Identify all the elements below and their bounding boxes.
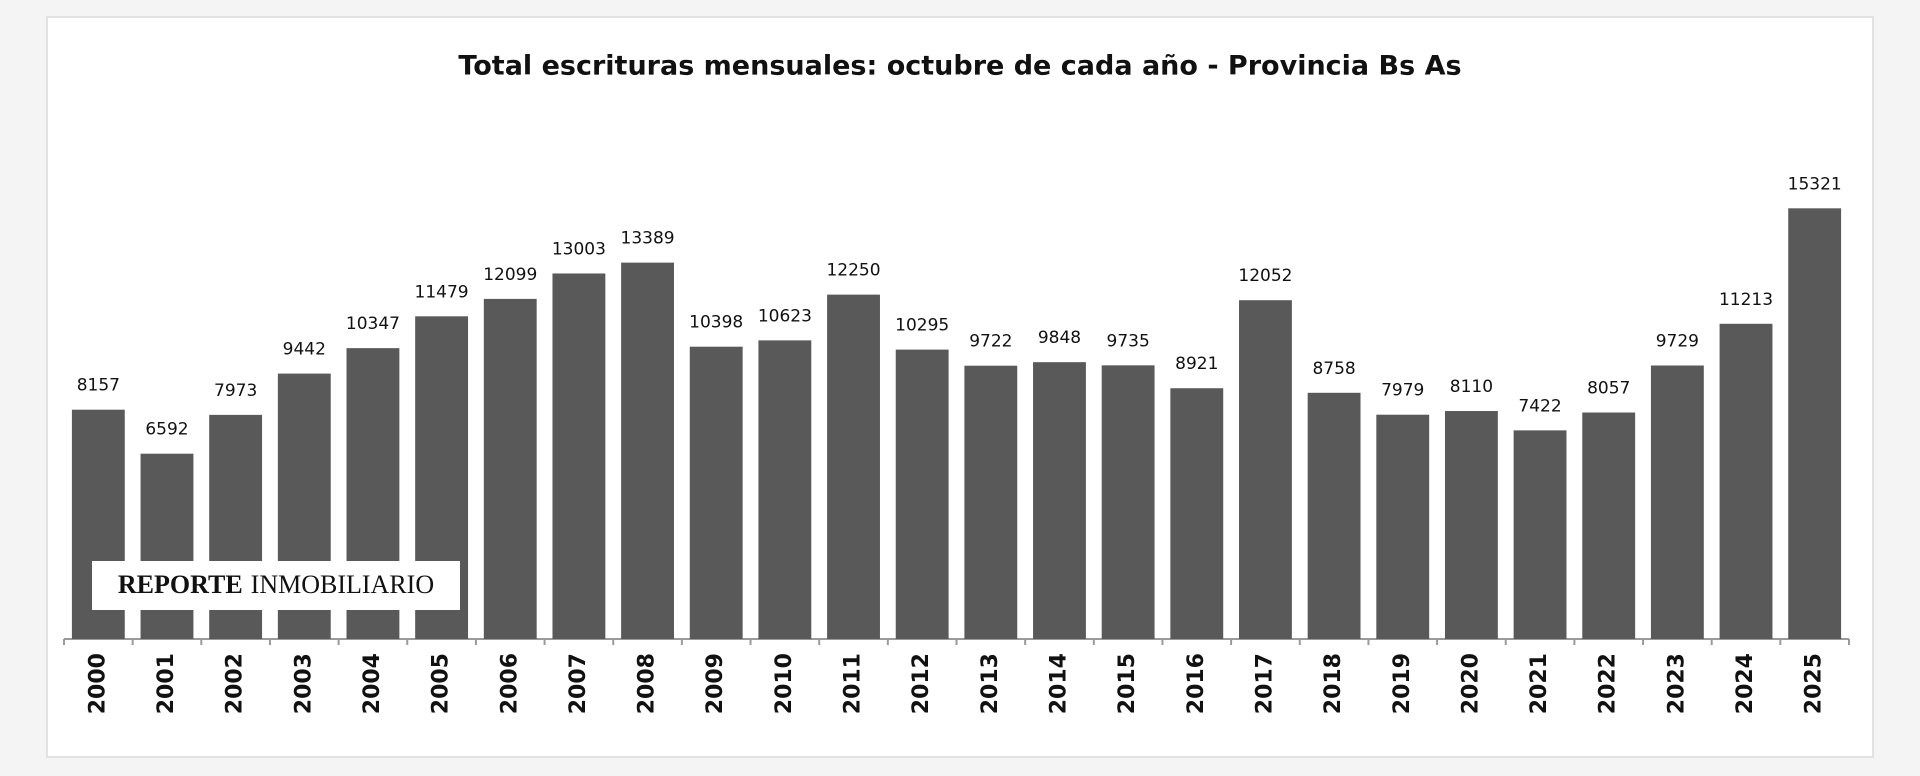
value-label: 7979 xyxy=(1381,381,1424,401)
bar xyxy=(1444,411,1498,639)
value-label: 8110 xyxy=(1450,377,1493,397)
bar xyxy=(621,262,674,639)
bar xyxy=(483,298,537,639)
bar xyxy=(140,453,194,639)
value-label: 15321 xyxy=(1788,174,1842,194)
value-label: 10295 xyxy=(895,316,949,336)
value-label: 10623 xyxy=(758,306,812,326)
bar xyxy=(1719,323,1773,639)
value-label: 12052 xyxy=(1238,266,1292,286)
x-tick-label: 2004 xyxy=(360,653,385,714)
watermark: REPORTE INMOBILIARIO xyxy=(118,570,434,599)
x-tick-label: 2022 xyxy=(1596,653,1621,714)
value-label: 13389 xyxy=(621,229,675,249)
bar xyxy=(1650,365,1704,639)
x-tick-label: 2007 xyxy=(566,653,591,714)
bar xyxy=(1239,300,1292,639)
bar xyxy=(1170,388,1224,639)
value-label: 9729 xyxy=(1656,332,1699,352)
watermark-box xyxy=(92,561,460,610)
x-tick-label: 2014 xyxy=(1046,653,1071,714)
x-tick-label: 2013 xyxy=(978,653,1003,714)
x-tick-label: 2005 xyxy=(429,653,454,714)
chart-title: Total escrituras mensuales: octubre de c… xyxy=(458,51,1461,82)
value-label: 8057 xyxy=(1587,379,1630,399)
x-tick-label: 2021 xyxy=(1527,653,1552,714)
value-label: 7973 xyxy=(214,381,257,401)
x-tick-label: 2015 xyxy=(1115,653,1140,714)
value-label: 11479 xyxy=(415,282,469,302)
value-label: 10347 xyxy=(346,314,400,334)
value-label: 9735 xyxy=(1107,331,1150,351)
value-label: 12099 xyxy=(483,265,537,285)
x-tick-label: 2012 xyxy=(909,653,934,714)
value-label: 6592 xyxy=(145,420,188,440)
x-tick-label: 2017 xyxy=(1252,653,1277,714)
x-tick-label: 2009 xyxy=(703,653,728,714)
bar xyxy=(1101,365,1155,639)
bar xyxy=(1307,392,1361,639)
bar xyxy=(964,365,1018,639)
value-label: 9848 xyxy=(1038,328,1081,348)
value-label: 10398 xyxy=(689,313,743,333)
value-label: 9442 xyxy=(283,340,326,360)
bar xyxy=(1582,412,1636,639)
value-label: 13003 xyxy=(552,239,606,259)
x-tick-label: 2023 xyxy=(1664,653,1689,714)
x-tick-label: 2008 xyxy=(635,653,660,714)
x-tick-label: 2001 xyxy=(154,653,179,714)
value-label: 7422 xyxy=(1518,396,1561,416)
x-tick-label: 2003 xyxy=(291,653,316,714)
bar xyxy=(895,349,949,639)
bar xyxy=(1033,362,1086,639)
bar xyxy=(1513,430,1567,639)
x-tick-label: 2011 xyxy=(841,653,866,714)
bar xyxy=(827,294,880,639)
x-tick-label: 2024 xyxy=(1733,653,1758,714)
x-tick-label: 2025 xyxy=(1802,653,1827,714)
x-tick-label: 2010 xyxy=(772,653,797,714)
bar xyxy=(1376,414,1430,639)
x-tick-label: 2019 xyxy=(1390,653,1415,714)
value-label: 12250 xyxy=(826,261,880,281)
value-label: 9722 xyxy=(969,332,1012,352)
x-tick-label: 2002 xyxy=(223,653,248,714)
bar xyxy=(758,340,812,639)
x-tick-label: 2016 xyxy=(1184,653,1209,714)
watermark-bold: REPORTE xyxy=(118,570,243,599)
value-label: 8758 xyxy=(1312,359,1355,379)
value-label: 8157 xyxy=(77,376,120,396)
x-tick-label: 2000 xyxy=(85,653,110,714)
x-tick-label: 2018 xyxy=(1321,653,1346,714)
value-label: 11213 xyxy=(1719,290,1773,310)
bar xyxy=(1788,208,1842,639)
x-tick-label: 2006 xyxy=(497,653,522,714)
x-tick-label: 2020 xyxy=(1458,653,1483,714)
watermark-regular: INMOBILIARIO xyxy=(251,570,434,599)
bar xyxy=(689,346,743,639)
bar xyxy=(552,273,606,639)
value-label: 8921 xyxy=(1175,354,1218,374)
